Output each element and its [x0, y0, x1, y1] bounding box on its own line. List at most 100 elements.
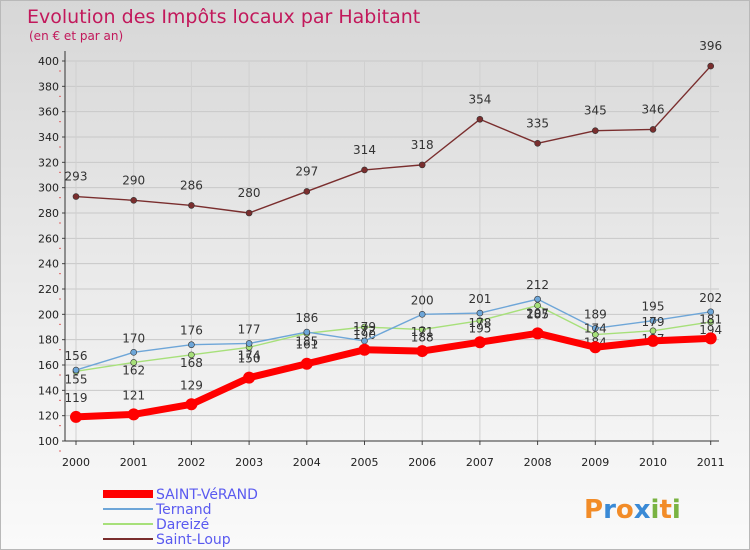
series-line [75, 298, 711, 371]
data-point [476, 317, 484, 324]
y-tick-label: 380 [38, 80, 59, 93]
data-point [707, 62, 715, 70]
series-saint-loup: 293 290 286 280 297 314 318 354 335 345 346 396 [65, 39, 722, 217]
data-point [127, 408, 140, 421]
series-line [75, 65, 712, 214]
data-point [534, 295, 541, 303]
data-point [361, 323, 368, 331]
data-point [188, 341, 195, 349]
data-point [647, 334, 659, 347]
grid [65, 60, 719, 442]
data-label: 345 [584, 104, 607, 118]
data-point [303, 328, 311, 336]
y-tick-label: 100 [38, 435, 59, 448]
data-label: 171 [411, 325, 434, 339]
data-point [418, 311, 426, 318]
data-label: 207 [526, 306, 549, 320]
data-point [72, 193, 80, 200]
data-label: 177 [238, 322, 261, 336]
data-label: 202 [699, 291, 722, 305]
data-label: 189 [584, 307, 607, 321]
data-label: 174 [238, 348, 261, 362]
x-tick-label: 2006 [408, 456, 436, 469]
legend-label: Saint-Loup [156, 532, 231, 548]
x-tick-label: 2002 [177, 456, 205, 469]
x-tick-label: 2008 [524, 456, 552, 469]
data-label: 185 [295, 334, 318, 348]
data-label: 318 [411, 138, 434, 152]
data-label: 161 [295, 338, 318, 352]
y-tick-label: 360 [38, 106, 59, 119]
data-label: 156 [65, 349, 88, 363]
data-label: 195 [468, 322, 491, 336]
data-point [130, 197, 137, 204]
data-label: 129 [180, 378, 203, 392]
series-line [75, 329, 711, 421]
data-label: 185 [526, 307, 549, 321]
x-tick-label: 2000 [62, 456, 90, 469]
data-label: 195 [642, 300, 665, 314]
y-tick-label: 140 [38, 384, 59, 397]
x-tick-label: 2003 [235, 456, 263, 469]
series-ternand: 156 170 176 177 186 179 200 201 212 189 195 202 [65, 278, 722, 374]
y-tick-label: 200 [38, 308, 59, 321]
data-label: 121 [122, 388, 145, 402]
data-point [361, 166, 368, 174]
y-tick-label: 120 [38, 410, 59, 423]
data-point [358, 343, 371, 356]
data-point [707, 308, 715, 316]
data-label: 155 [65, 372, 88, 386]
data-point [188, 202, 195, 209]
data-point [649, 317, 657, 324]
y-tick-label: 340 [38, 131, 59, 144]
data-label: 188 [411, 331, 434, 345]
data-label: 346 [642, 102, 665, 116]
data-point [70, 410, 82, 423]
axes: 100 120 140 160 180 200 220 240 260 280 300 320 340 3… [38, 51, 725, 469]
data-label: 314 [353, 143, 376, 157]
data-point [243, 371, 256, 384]
x-tick-label: 2001 [120, 456, 148, 469]
data-label: 162 [122, 363, 145, 377]
data-label: 396 [699, 39, 722, 53]
x-tick-label: 2009 [581, 456, 609, 469]
data-point [649, 327, 657, 335]
data-point [591, 324, 599, 332]
data-point [300, 357, 313, 370]
data-label: 194 [699, 323, 722, 337]
data-point [591, 331, 599, 338]
y-tick-label: 160 [38, 359, 59, 372]
data-point [130, 359, 137, 366]
x-tick-label: 2010 [639, 456, 667, 469]
data-label: 290 [122, 173, 145, 187]
data-point [534, 302, 541, 309]
proxiti-logo: Proxiti [584, 495, 681, 525]
data-label: 335 [526, 116, 549, 130]
data-point [418, 161, 426, 169]
data-label: 297 [295, 164, 318, 178]
data-point [649, 126, 657, 133]
legend-label: SAINT-VéRAND [156, 487, 258, 503]
data-point [418, 326, 426, 333]
data-point [589, 341, 602, 354]
chart-subtitle: (en € et par an) [29, 29, 123, 43]
data-label: 178 [468, 316, 491, 330]
data-label: 168 [180, 356, 203, 370]
x-tick-label: 2011 [697, 456, 725, 469]
x-tick-label: 2004 [293, 456, 321, 469]
data-point [245, 209, 253, 217]
data-label: 150 [238, 352, 261, 366]
data-label: 170 [122, 331, 145, 345]
y-tick-label: 260 [38, 232, 59, 245]
data-label: 354 [468, 92, 491, 106]
x-tick-label: 2007 [466, 456, 494, 469]
data-label: 293 [65, 170, 88, 184]
legend-label: Dareizé [156, 517, 209, 533]
logo-text: Proxiti [584, 495, 681, 525]
data-point [245, 340, 253, 347]
data-label: 286 [180, 178, 203, 192]
data-point [476, 309, 484, 317]
